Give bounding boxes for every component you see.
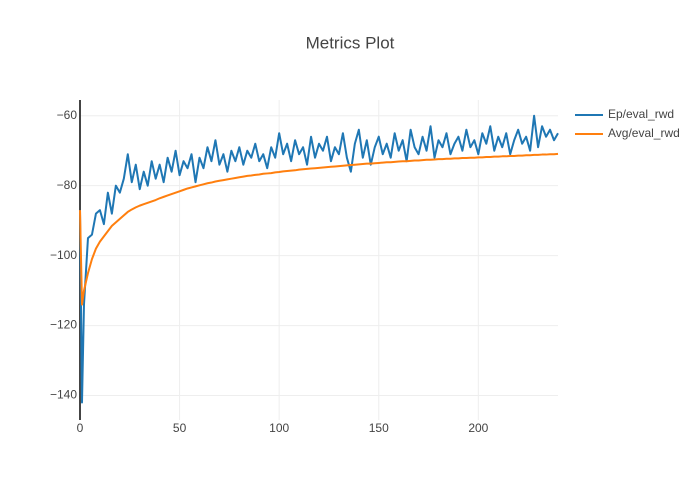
x-tick-label: 50 xyxy=(173,421,187,435)
y-tick-label: −80 xyxy=(57,178,78,192)
x-tick-label: 0 xyxy=(77,421,84,435)
y-tick-label: −100 xyxy=(50,248,77,262)
series-line xyxy=(79,152,559,306)
series-line xyxy=(79,114,559,404)
y-tick-label: −120 xyxy=(50,318,77,332)
y-tick-label: −60 xyxy=(57,108,78,122)
x-tick-label: 150 xyxy=(369,421,389,435)
legend-label: Ep/eval_rwd xyxy=(608,107,674,121)
legend-label: Avg/eval_rwd xyxy=(608,126,680,140)
x-tick-label: 200 xyxy=(468,421,488,435)
x-tick-label: 100 xyxy=(269,421,289,435)
chart-title: Metrics Plot xyxy=(306,33,395,52)
y-tick-label: −140 xyxy=(50,388,77,402)
